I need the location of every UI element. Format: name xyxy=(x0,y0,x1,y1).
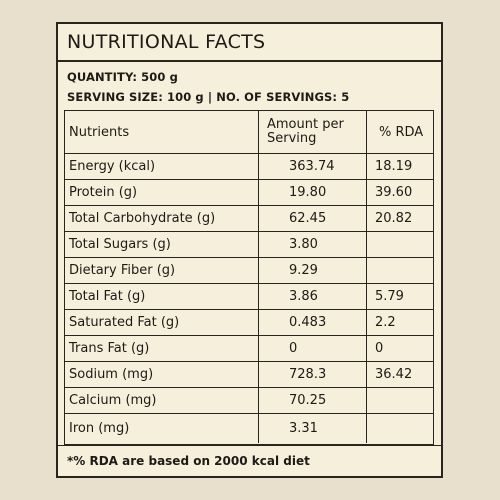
nutrient-amount: 0.483 xyxy=(259,310,367,335)
header-nutrients: Nutrients xyxy=(65,111,259,153)
rda-footnote: *% RDA are based on 2000 kcal diet xyxy=(58,445,441,476)
header-rda: % RDA xyxy=(379,124,424,140)
table-row: Sodium (mg) 728.3 36.42 xyxy=(65,362,433,388)
table-row: Protein (g) 19.80 39.60 xyxy=(65,180,433,206)
nutrient-name: Sodium (mg) xyxy=(65,362,259,387)
nutrient-rda: 18.19 xyxy=(375,159,413,174)
table-row: Calcium (mg) 70.25 xyxy=(65,388,433,414)
serving-line: SERVING SIZE: 100 g | NO. OF SERVINGS: 5 xyxy=(67,90,350,104)
panel-title: NUTRITIONAL FACTS xyxy=(67,31,266,53)
nutrient-rda xyxy=(367,388,435,413)
nutrient-rda: 2.2 xyxy=(375,315,396,330)
nutrient-amount: 3.86 xyxy=(259,284,367,309)
quantity-line: QUANTITY: 500 g xyxy=(67,70,178,84)
table-row: Total Fat (g) 3.86 5.79 xyxy=(65,284,433,310)
table-row: Total Sugars (g) 3.80 xyxy=(65,232,433,258)
nutrient-amount: 363.74 xyxy=(259,154,367,179)
nutrient-name: Total Carbohydrate (g) xyxy=(65,206,259,231)
nutrient-amount: 19.80 xyxy=(259,180,367,205)
nutrient-amount: 728.3 xyxy=(259,362,367,387)
nutrient-rda xyxy=(367,258,435,283)
table-row: Dietary Fiber (g) 9.29 xyxy=(65,258,433,284)
nutrient-amount: 0 xyxy=(259,336,367,361)
nutrient-name: Trans Fat (g) xyxy=(65,336,259,361)
nutrient-name: Energy (kcal) xyxy=(65,154,259,179)
nutrient-name: Total Fat (g) xyxy=(65,284,259,309)
nutrient-amount: 62.45 xyxy=(259,206,367,231)
nutrient-amount: 3.31 xyxy=(259,414,367,443)
header-amount: Amount per Serving xyxy=(259,111,367,153)
nutrient-name: Saturated Fat (g) xyxy=(65,310,259,335)
nutrient-rda: 5.79 xyxy=(375,289,404,304)
nutrient-name: Iron (mg) xyxy=(65,414,259,443)
nutrition-table: Nutrients Amount per Serving % RDA Energ… xyxy=(64,110,434,445)
table-row: Iron (mg) 3.31 xyxy=(65,414,433,443)
table-row: Trans Fat (g) 0 0 xyxy=(65,336,433,362)
nutrient-rda xyxy=(367,232,435,257)
nutrient-rda: 39.60 xyxy=(375,185,413,200)
nutrient-name: Protein (g) xyxy=(65,180,259,205)
nutrient-name: Total Sugars (g) xyxy=(65,232,259,257)
table-row: Energy (kcal) 363.74 18.19 xyxy=(65,154,433,180)
table-row: Saturated Fat (g) 0.483 2.2 xyxy=(65,310,433,336)
nutrition-facts-panel: NUTRITIONAL FACTS QUANTITY: 500 g SERVIN… xyxy=(56,22,443,478)
title-row: NUTRITIONAL FACTS xyxy=(58,24,441,62)
nutrient-amount: 3.80 xyxy=(259,232,367,257)
nutrient-name: Calcium (mg) xyxy=(65,388,259,413)
nutrient-name: Dietary Fiber (g) xyxy=(65,258,259,283)
nutrient-rda: 36.42 xyxy=(375,367,413,382)
table-header-row: Nutrients Amount per Serving % RDA xyxy=(65,111,433,154)
nutrient-amount: 70.25 xyxy=(259,388,367,413)
nutrient-amount: 9.29 xyxy=(259,258,367,283)
nutrient-rda: 20.82 xyxy=(375,211,413,226)
nutrient-rda xyxy=(367,414,435,443)
nutrient-rda: 0 xyxy=(375,341,384,356)
table-row: Total Carbohydrate (g) 62.45 20.82 xyxy=(65,206,433,232)
